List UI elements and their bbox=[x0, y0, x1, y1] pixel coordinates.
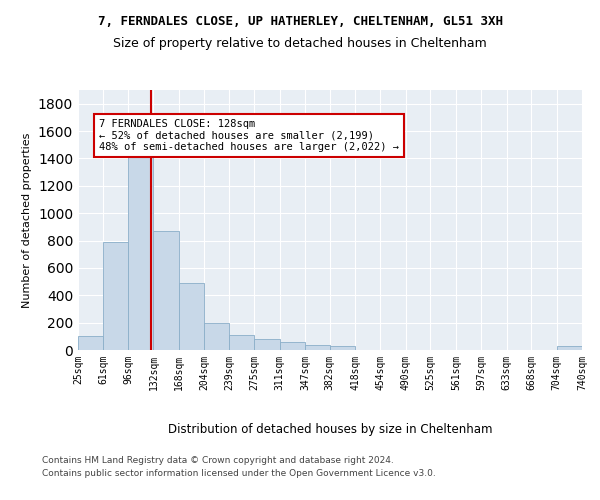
Text: 7 FERNDALES CLOSE: 128sqm
← 52% of detached houses are smaller (2,199)
48% of se: 7 FERNDALES CLOSE: 128sqm ← 52% of detac… bbox=[99, 118, 399, 152]
Bar bbox=[154, 231, 179, 350]
Bar bbox=[254, 339, 280, 350]
Text: 7, FERNDALES CLOSE, UP HATHERLEY, CHELTENHAM, GL51 3XH: 7, FERNDALES CLOSE, UP HATHERLEY, CHELTE… bbox=[97, 15, 503, 28]
Bar bbox=[329, 346, 355, 350]
Text: Distribution of detached houses by size in Cheltenham: Distribution of detached houses by size … bbox=[168, 422, 492, 436]
Text: Contains public sector information licensed under the Open Government Licence v3: Contains public sector information licen… bbox=[42, 468, 436, 477]
Bar bbox=[305, 344, 329, 350]
Bar bbox=[128, 128, 154, 350]
Y-axis label: Number of detached properties: Number of detached properties bbox=[22, 132, 32, 308]
Bar bbox=[179, 283, 204, 350]
Bar bbox=[204, 324, 229, 350]
Text: Contains HM Land Registry data © Crown copyright and database right 2024.: Contains HM Land Registry data © Crown c… bbox=[42, 456, 394, 465]
Bar bbox=[78, 336, 103, 350]
Text: Size of property relative to detached houses in Cheltenham: Size of property relative to detached ho… bbox=[113, 38, 487, 51]
Bar bbox=[229, 335, 254, 350]
Bar bbox=[280, 342, 305, 350]
Bar bbox=[103, 242, 128, 350]
Bar bbox=[557, 346, 582, 350]
